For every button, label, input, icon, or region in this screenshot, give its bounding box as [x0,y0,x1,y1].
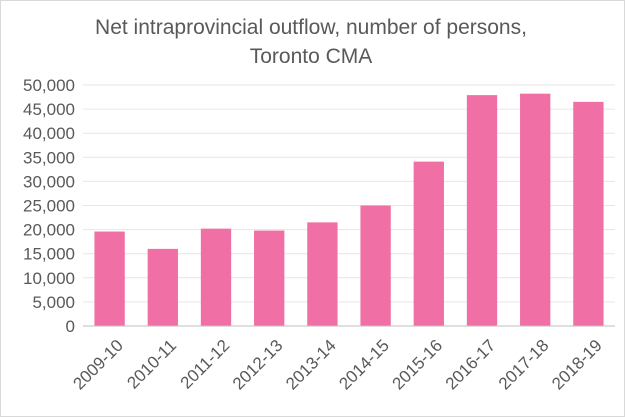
x-tick-label: 2012-13 [229,336,287,394]
y-tick-label: 5,000 [32,293,75,312]
y-tick-label: 45,000 [23,100,75,119]
bar [147,248,178,326]
bar [573,101,604,327]
y-tick-label: 25,000 [23,197,75,216]
y-tick-label: 35,000 [23,148,75,167]
bar [360,205,391,326]
x-tick-label: 2017-18 [495,336,553,394]
bar [520,93,551,327]
x-tick-label: 2015-16 [389,336,447,394]
y-tick-label: 40,000 [23,124,75,143]
bar [466,95,498,326]
bar [200,228,232,326]
x-tick-label: 2010-11 [123,336,180,393]
x-tick-label: 2011-12 [177,336,234,393]
bar [94,231,125,326]
x-tick-label: 2014-15 [335,336,393,394]
y-tick-label: 10,000 [23,269,75,288]
y-tick-label: 30,000 [23,172,75,191]
bar [254,230,285,326]
x-tick-label: 2018-19 [548,336,606,394]
x-tick-label: 2013-14 [282,336,340,394]
y-tick-label: 50,000 [23,76,75,95]
bar [307,222,338,326]
y-tick-label: 15,000 [23,245,75,264]
bar [413,161,444,326]
y-tick-label: 20,000 [23,221,75,240]
x-tick-label: 2016-17 [442,336,500,394]
y-tick-label: 0 [66,317,75,336]
chart-title: Net intraprovincial outflow, number of p… [95,16,527,68]
x-tick-label: 2009-10 [69,336,127,394]
